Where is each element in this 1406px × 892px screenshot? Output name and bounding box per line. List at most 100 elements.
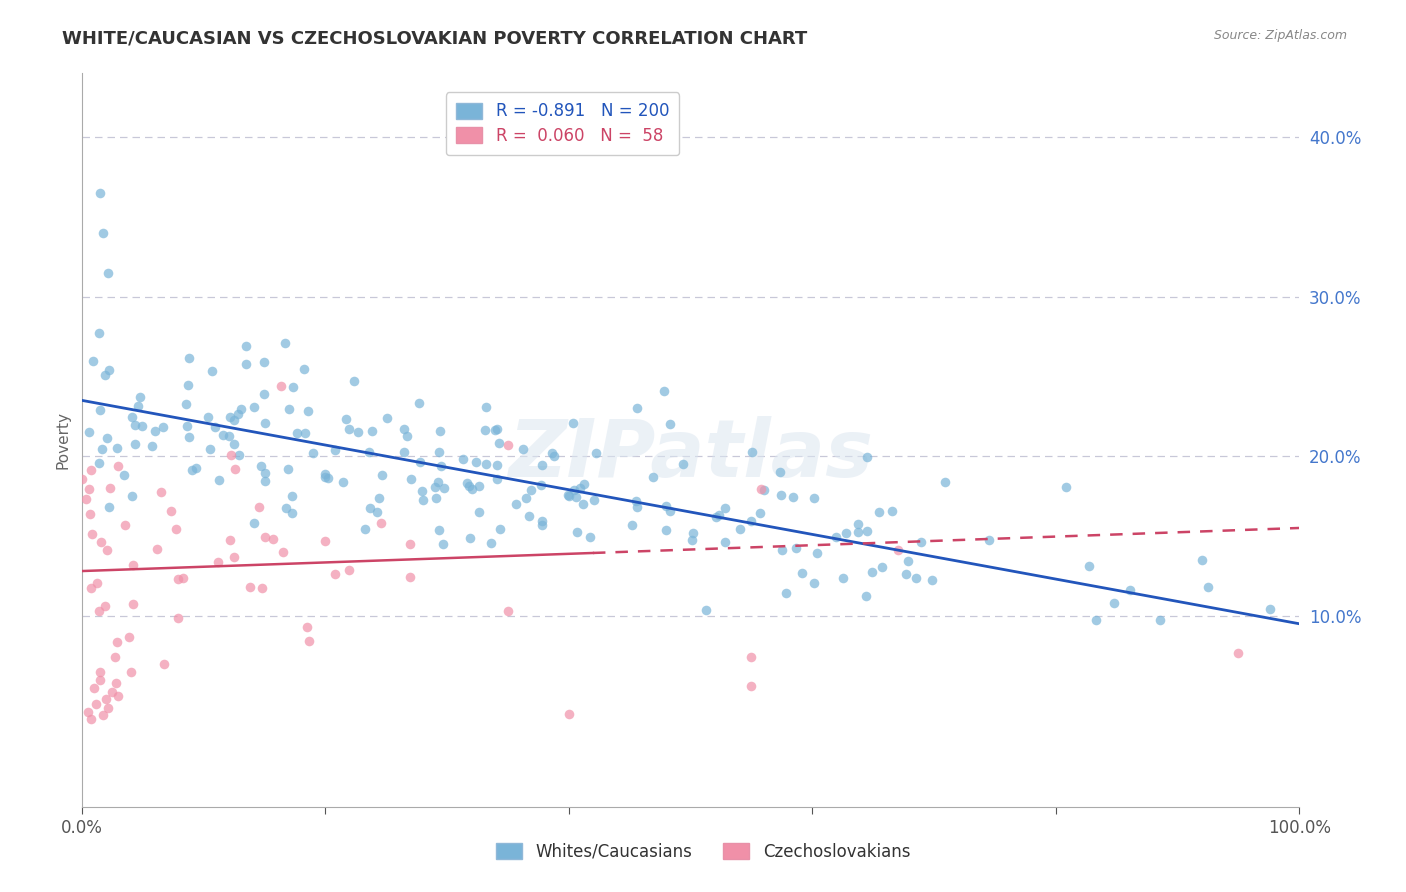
Point bbox=[868, 505, 890, 519]
Point bbox=[654, 523, 676, 537]
Point bbox=[520, 483, 543, 498]
Point bbox=[769, 466, 792, 480]
Point bbox=[277, 402, 299, 417]
Point bbox=[224, 436, 246, 450]
Point bbox=[569, 481, 592, 495]
Point bbox=[458, 531, 481, 545]
Point bbox=[531, 518, 554, 533]
Point bbox=[412, 493, 434, 508]
Point bbox=[254, 417, 277, 431]
Point bbox=[557, 488, 579, 502]
Point bbox=[89, 604, 111, 618]
Point bbox=[366, 505, 388, 519]
Point bbox=[769, 488, 792, 502]
Point bbox=[1227, 647, 1250, 661]
Point bbox=[426, 475, 449, 489]
Point bbox=[112, 467, 135, 482]
Point bbox=[565, 525, 588, 540]
Point bbox=[354, 522, 377, 536]
Point bbox=[565, 491, 588, 505]
Point bbox=[271, 545, 294, 559]
Point bbox=[855, 589, 877, 603]
Point bbox=[153, 657, 176, 672]
Point bbox=[122, 558, 145, 572]
Point bbox=[281, 488, 304, 502]
Point bbox=[432, 537, 454, 551]
Point bbox=[254, 530, 277, 544]
Point bbox=[94, 691, 117, 706]
Point bbox=[76, 705, 98, 719]
Point bbox=[695, 603, 717, 617]
Point bbox=[1197, 580, 1219, 594]
Point bbox=[176, 418, 198, 433]
Point bbox=[486, 472, 509, 486]
Text: ZIPatlas: ZIPatlas bbox=[508, 416, 873, 494]
Point bbox=[489, 522, 512, 536]
Point bbox=[323, 566, 346, 581]
Point bbox=[785, 541, 807, 555]
Point bbox=[96, 431, 118, 445]
Point bbox=[485, 422, 508, 436]
Point bbox=[860, 565, 883, 579]
Point bbox=[626, 500, 648, 514]
Point bbox=[682, 525, 704, 540]
Point bbox=[392, 445, 415, 459]
Point bbox=[411, 484, 433, 499]
Point bbox=[654, 384, 676, 399]
Point bbox=[782, 490, 804, 504]
Point bbox=[224, 462, 246, 476]
Point bbox=[277, 461, 299, 475]
Point bbox=[239, 581, 262, 595]
Point bbox=[165, 522, 187, 536]
Point bbox=[530, 458, 553, 472]
Point bbox=[107, 458, 129, 473]
Point bbox=[281, 506, 304, 520]
Point bbox=[572, 497, 595, 511]
Point bbox=[465, 455, 488, 469]
Point bbox=[825, 530, 848, 544]
Point bbox=[408, 455, 430, 469]
Point bbox=[121, 410, 143, 425]
Point bbox=[301, 446, 323, 460]
Point bbox=[204, 420, 226, 434]
Point bbox=[655, 499, 678, 513]
Point bbox=[150, 484, 173, 499]
Point bbox=[934, 475, 956, 489]
Point bbox=[145, 425, 167, 439]
Point bbox=[624, 493, 647, 508]
Point bbox=[740, 679, 762, 693]
Point bbox=[86, 576, 108, 591]
Point bbox=[181, 463, 204, 477]
Point bbox=[89, 403, 111, 417]
Point bbox=[451, 451, 474, 466]
Point bbox=[882, 504, 904, 518]
Point bbox=[101, 685, 124, 699]
Point bbox=[314, 467, 336, 482]
Point bbox=[558, 489, 581, 503]
Point bbox=[740, 649, 762, 664]
Point bbox=[177, 351, 200, 365]
Point bbox=[218, 533, 240, 547]
Point bbox=[104, 650, 127, 665]
Point bbox=[367, 491, 389, 505]
Point bbox=[114, 518, 136, 533]
Y-axis label: Poverty: Poverty bbox=[55, 411, 70, 469]
Point bbox=[427, 445, 450, 459]
Point bbox=[486, 458, 509, 472]
Point bbox=[152, 420, 174, 434]
Point bbox=[752, 483, 775, 497]
Point bbox=[921, 573, 943, 587]
Point bbox=[707, 508, 730, 522]
Point bbox=[835, 526, 858, 541]
Point bbox=[488, 435, 510, 450]
Point bbox=[770, 542, 793, 557]
Point bbox=[104, 675, 127, 690]
Point bbox=[90, 535, 112, 549]
Text: Source: ZipAtlas.com: Source: ZipAtlas.com bbox=[1213, 29, 1347, 43]
Point bbox=[80, 463, 103, 477]
Point bbox=[249, 458, 271, 473]
Point bbox=[314, 470, 336, 484]
Point bbox=[235, 358, 257, 372]
Point bbox=[749, 506, 772, 520]
Point bbox=[314, 534, 336, 549]
